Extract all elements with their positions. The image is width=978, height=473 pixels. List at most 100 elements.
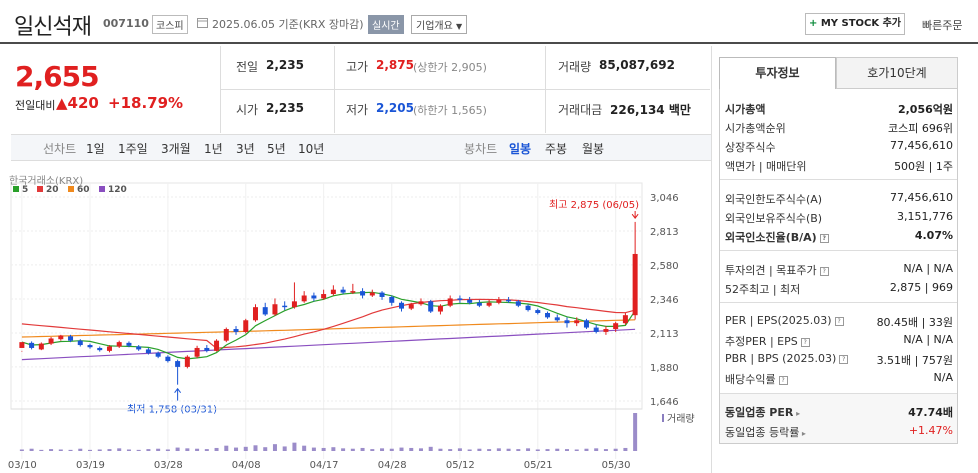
period-1w[interactable]: 1주일 <box>118 142 148 156</box>
volume-bar <box>185 448 190 451</box>
candle-body <box>350 291 356 293</box>
candle-monthly[interactable]: 월봉 <box>582 142 605 156</box>
volume-bar <box>19 449 24 451</box>
company-info-dropdown[interactable]: 기업개요 ▼ <box>411 15 468 34</box>
volume-bar <box>603 449 608 451</box>
volume-bar <box>136 449 141 451</box>
volume-bar <box>175 447 180 451</box>
open-label: 시가 <box>236 103 259 117</box>
period-3y[interactable]: 3년 <box>236 142 255 156</box>
help-icon[interactable]: ? <box>778 375 788 385</box>
help-icon[interactable]: ? <box>819 266 829 276</box>
candle-body <box>19 342 25 348</box>
candle-body <box>184 356 190 367</box>
legend-swatch <box>13 186 19 192</box>
low-arrow <box>174 387 182 401</box>
help-icon[interactable]: ? <box>834 316 844 326</box>
add-mystock-button[interactable]: + MY STOCK 추가 <box>805 13 905 35</box>
info-key: 시가총액 <box>725 103 766 116</box>
high-annotation: 최고 2,875 (06/05) <box>549 199 639 211</box>
open-value: 2,235 <box>266 101 304 115</box>
volume-bar <box>633 413 638 451</box>
candle-body <box>447 298 453 306</box>
period-10y[interactable]: 10년 <box>298 142 325 156</box>
chart-source-label: 한국거래소(KRX) <box>9 175 83 187</box>
volume-legend-swatch <box>662 414 664 422</box>
x-tick-label: 04/08 <box>232 460 261 471</box>
trade-value-label: 거래대금 <box>558 103 603 117</box>
volume-bar <box>243 446 248 451</box>
info-value: 2,875 | 969 <box>889 281 953 294</box>
candle-body <box>301 295 307 302</box>
candle-body <box>272 304 278 315</box>
info-key: 배당수익률? <box>725 371 788 387</box>
x-tick-label: 03/19 <box>76 460 105 471</box>
candle-body <box>418 301 424 305</box>
volume-bar <box>195 448 200 451</box>
candle-body <box>389 296 395 303</box>
plus-icon: + <box>808 18 818 29</box>
volume-bar <box>68 449 73 451</box>
help-icon[interactable]: ? <box>839 354 849 364</box>
info-key: PBR | BPS (2025.03)? <box>725 352 849 365</box>
volume-bar <box>623 447 628 451</box>
volume-bar <box>467 449 472 451</box>
volume-bar <box>263 447 268 451</box>
volume-bar <box>496 448 501 451</box>
help-icon[interactable]: ? <box>800 337 810 347</box>
candle-body <box>369 292 375 296</box>
candle-body <box>58 335 64 340</box>
candle-body <box>457 298 463 300</box>
lower-limit: (하한가 1,565) <box>413 104 487 117</box>
y-tick-label: 2,346 <box>650 295 679 306</box>
candle-weekly[interactable]: 주봉 <box>545 142 568 156</box>
volume-value: 85,087,692 <box>599 58 675 72</box>
volume-bar <box>107 449 112 451</box>
period-1y[interactable]: 1년 <box>204 142 223 156</box>
volume-bar <box>272 444 277 451</box>
y-tick-label: 1,646 <box>650 397 679 408</box>
info-value: 77,456,610 <box>890 191 953 204</box>
price-change: ▲420 <box>56 94 99 112</box>
info-value: N/A | N/A <box>903 333 953 346</box>
volume-bar <box>126 449 131 451</box>
volume-bar <box>214 447 219 451</box>
tab-investment-info[interactable]: 투자정보 <box>719 57 836 89</box>
quote-date: 2025.06.05 기준(KRX 장마감) <box>212 18 364 31</box>
candle-body <box>311 295 317 299</box>
market-badge: 코스피 <box>152 15 188 34</box>
stock-header <box>0 0 978 44</box>
stock-code: 007110 <box>103 17 149 30</box>
volume-bar <box>594 448 599 451</box>
volume-bar <box>535 449 540 451</box>
candle-body <box>340 289 346 293</box>
candle-body <box>506 299 512 302</box>
quick-order-button[interactable]: 빠른주문 <box>922 19 963 32</box>
candle-body <box>233 329 239 332</box>
realtime-button[interactable]: 실시간 <box>368 15 404 34</box>
candle-daily[interactable]: 일봉 <box>509 142 532 156</box>
volume-bar <box>253 445 258 451</box>
period-3m[interactable]: 3개월 <box>161 142 191 156</box>
volume-bar <box>292 442 297 451</box>
info-value: 2,056억원 <box>897 103 953 116</box>
candle-body <box>535 310 541 313</box>
volume-bar <box>370 449 375 451</box>
high-value: 2,875 <box>376 58 414 72</box>
x-tick-label: 03/28 <box>154 460 183 471</box>
period-1d[interactable]: 1일 <box>86 142 105 156</box>
period-5y[interactable]: 5년 <box>267 142 286 156</box>
tab-orderbook[interactable]: 호가10단계 <box>836 57 958 89</box>
candle-chart-label: 봉차트 <box>464 142 498 156</box>
volume-label: 거래량 <box>558 60 592 74</box>
candle-body <box>554 317 560 321</box>
candle-body <box>603 329 609 332</box>
help-icon[interactable]: ? <box>819 233 829 243</box>
candle-body <box>145 349 151 354</box>
candle-body <box>165 356 171 362</box>
price-chart[interactable]: 3,046 2,813 2,580 2,346 2,113 1,880 1,646 03/10… <box>0 165 711 473</box>
volume-bar <box>574 449 579 451</box>
candle-body <box>282 305 288 308</box>
candle-body <box>360 291 366 296</box>
candle-body <box>223 329 229 341</box>
